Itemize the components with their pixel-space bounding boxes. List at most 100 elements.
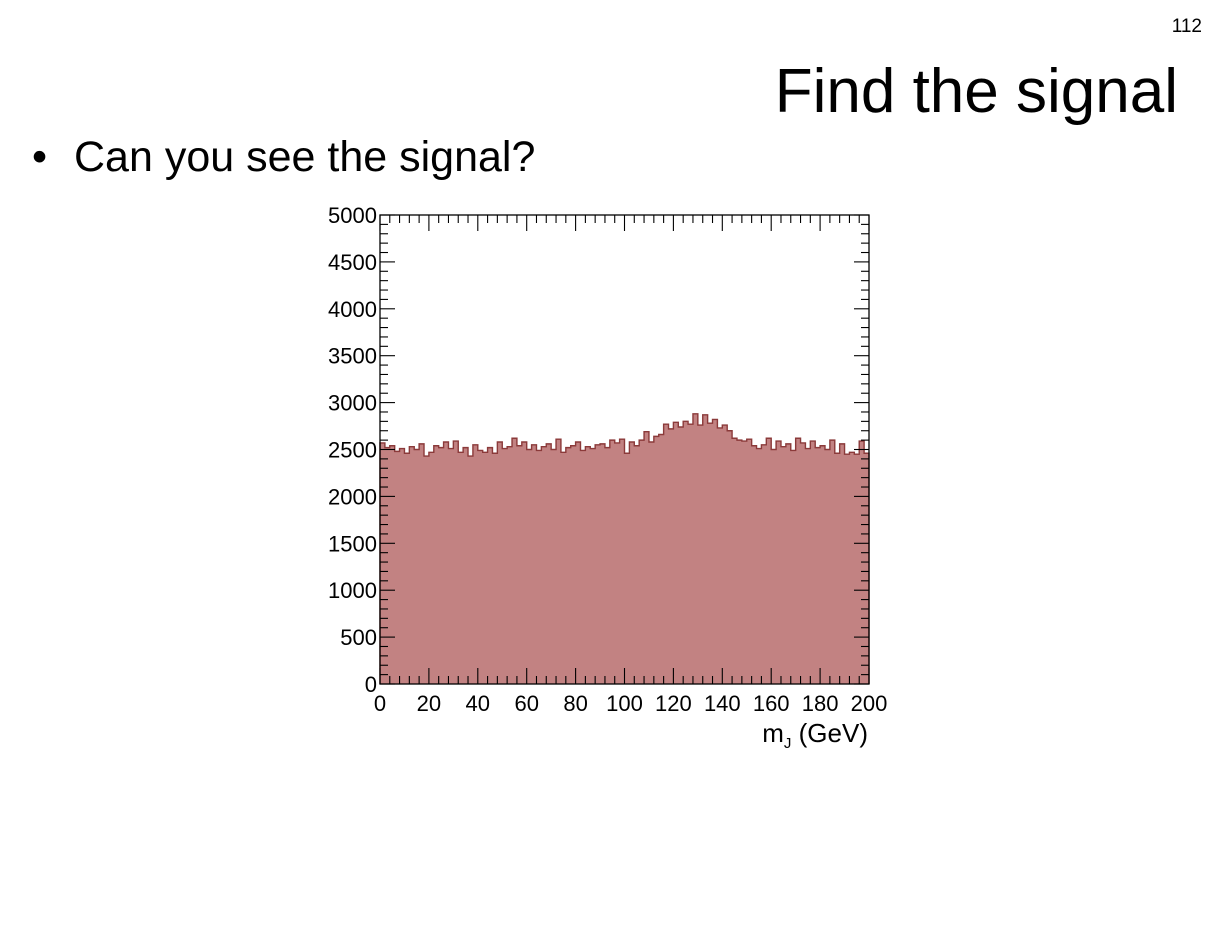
histogram-bar [521,441,528,684]
histogram-bar [575,441,581,684]
histogram-bar [800,442,806,684]
x-tick-label: 160 [753,691,790,716]
histogram-bar [776,441,782,684]
histogram-bar [864,453,870,684]
histogram-bar [565,447,572,684]
histogram-bar [639,440,645,684]
histogram-bar [854,454,860,684]
histogram-bar [785,443,792,684]
histogram-bar [384,447,391,684]
histogram-bar [409,446,415,684]
histogram-bar [487,447,493,684]
histogram-bar [717,427,723,684]
x-tick-label: 0 [374,691,386,716]
x-tick-label: 200 [851,691,888,716]
histogram-bar [604,447,611,684]
histogram-bar [551,449,557,684]
y-tick-label: 0 [365,672,377,697]
histogram-bar [673,422,679,684]
histogram-bar [546,443,552,684]
histogram-bar [751,445,757,684]
histogram-bar [468,456,474,684]
histogram-bar [624,453,630,684]
histogram-bar [663,424,669,684]
histogram-bar [570,445,576,684]
histogram-bar [824,449,831,684]
histogram-bar [795,438,801,684]
histogram-bar [780,446,787,684]
histogram-bar [629,441,635,684]
histogram-bar [463,447,469,684]
histogram-bar [727,430,733,684]
y-tick-label: 2000 [328,484,377,509]
histogram-bar [580,450,586,684]
histogram-bar [399,448,405,684]
histogram-bar [810,441,816,684]
histogram-bar [492,453,498,684]
histogram-bar [507,446,513,684]
histogram-bar [560,452,567,684]
histogram-bar [394,451,400,684]
x-axis-tick-labels: 0 20 40 60 80 100 120 140 160 180 200 [374,691,887,716]
histogram-bar [536,450,542,684]
x-tick-label: 20 [417,691,441,716]
histogram-bar [653,436,660,684]
x-axis-label: mJ (GeV) [762,718,868,752]
histogram-bar [614,442,621,684]
x-tick-label: 180 [802,691,839,716]
histogram-bar [516,445,523,684]
y-tick-label: 4000 [328,297,377,322]
histogram-bar [404,453,410,684]
histogram-bar [419,443,425,684]
histogram-bar [702,414,709,684]
histogram-bar [771,449,777,684]
histogram-bar [585,446,591,684]
histogram-bar [683,421,689,684]
x-tick-label: 140 [704,691,741,716]
histogram-bar [389,445,396,684]
histogram-bar [834,453,841,684]
histogram-bar [443,441,449,684]
x-tick-label: 120 [655,691,692,716]
histogram-bar [712,419,718,684]
histogram-bar [453,441,459,684]
x-axis-label-unit: (GeV) [791,718,868,748]
x-tick-label: 100 [606,691,643,716]
x-axis-label-subscript: J [784,735,792,752]
y-tick-label: 4500 [328,250,377,275]
x-tick-label: 40 [466,691,490,716]
histogram-bar [541,446,547,684]
histogram-bar [839,443,845,684]
histogram-bar [849,452,855,684]
histogram-bar [741,441,748,684]
histogram-bar [756,448,762,684]
y-tick-label: 3000 [328,391,377,416]
page-number: 112 [1171,16,1202,37]
histogram-bar [609,440,616,684]
x-tick-label: 60 [514,691,538,716]
histogram-bar [595,444,601,684]
histogram-bar [497,441,503,684]
y-tick-label: 5000 [328,203,377,228]
histogram-bar [433,445,440,684]
histogram-bar [644,431,650,684]
histogram-bar [438,447,444,684]
histogram-bar [761,444,767,684]
histogram-bar [815,447,821,684]
histogram-bar [668,428,674,684]
x-axis-label-main: m [762,718,784,748]
histogram-bar [472,444,479,684]
histogram-bar [820,445,826,684]
histogram-bar [692,413,699,684]
bullet-dot-icon: • [32,133,48,181]
bullet-text: Can you see the signal? [74,133,536,181]
histogram-bar [512,438,518,684]
histogram-bar [766,438,772,684]
histogram-bar [634,445,640,684]
histogram-bar [678,426,684,684]
histogram-bar [448,448,454,684]
slide-title: Find the signal [774,57,1178,126]
histogram-bar [697,425,704,684]
histogram-bar [829,440,836,684]
